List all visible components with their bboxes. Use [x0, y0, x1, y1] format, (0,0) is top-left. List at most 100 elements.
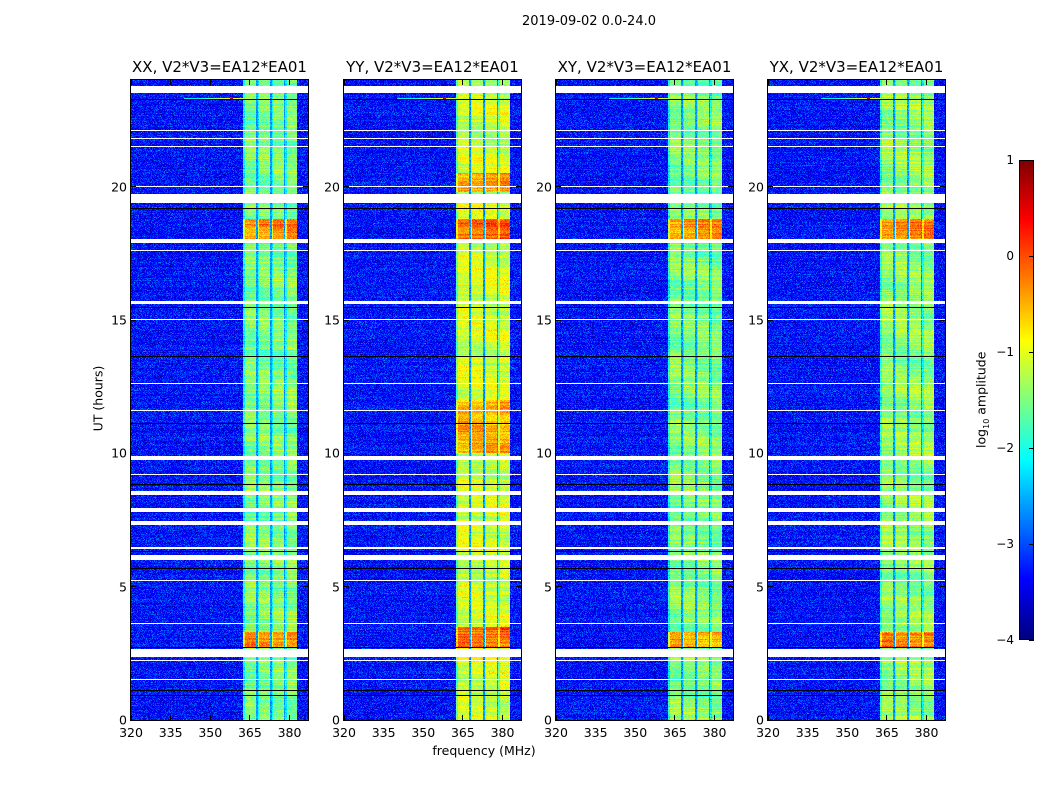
colorbar-label-log: log — [973, 428, 989, 448]
y-tick-label: 20 — [111, 179, 127, 195]
spectrogram-heatmap — [131, 80, 308, 720]
y-tick-label: 10 — [536, 445, 552, 461]
y-tick-mark — [768, 719, 773, 721]
y-tick-mark — [556, 186, 561, 188]
x-tick-mark — [846, 715, 848, 720]
figure-title: 2019-09-02 0.0-24.0 — [522, 14, 656, 29]
y-tick-label: 20 — [324, 179, 340, 195]
y-tick-mark — [344, 719, 349, 721]
y-tick-mark — [556, 586, 561, 588]
x-tick-mark — [886, 80, 888, 85]
x-tick-label: 365 — [874, 725, 899, 740]
x-tick-mark — [674, 80, 676, 85]
x-tick-mark — [170, 80, 172, 85]
x-tick-mark — [462, 80, 464, 85]
x-tick-mark — [674, 715, 676, 720]
spectrogram-panel: XY, V2*V3=EA12*EA01 0 5 10 15 20 320 335 350 365 3… — [536, 58, 734, 740]
colorbar-tick-mark — [1029, 255, 1034, 257]
panel-title: YX, V2*V3=EA12*EA01 — [769, 58, 944, 76]
y-tick-label: 15 — [324, 312, 340, 328]
y-tick-label: 10 — [111, 445, 127, 461]
y-tick-mark — [344, 452, 349, 454]
y-tick-mark — [556, 452, 561, 454]
y-tick-label: 10 — [324, 445, 340, 461]
y-tick-mark — [303, 186, 308, 188]
x-tick-label: 365 — [237, 725, 262, 740]
colorbar-label: log10 amplitude — [973, 340, 991, 460]
x-tick-mark — [130, 80, 132, 85]
y-tick-mark — [516, 452, 521, 454]
x-tick-mark — [343, 80, 345, 85]
x-tick-mark — [767, 715, 769, 720]
colorbar-tick-label: 0 — [1006, 249, 1014, 263]
y-tick-mark — [768, 452, 773, 454]
y-tick-label: 5 — [332, 579, 340, 595]
y-tick-mark — [131, 186, 136, 188]
x-tick-label: 335 — [583, 725, 608, 740]
x-tick-label: 380 — [277, 725, 302, 740]
x-tick-label: 380 — [914, 725, 939, 740]
x-tick-label: 335 — [371, 725, 396, 740]
x-tick-label: 380 — [702, 725, 727, 740]
x-tick-label: 365 — [662, 725, 687, 740]
y-tick-mark — [131, 319, 136, 321]
x-tick-mark — [130, 715, 132, 720]
x-tick-mark — [249, 80, 251, 85]
x-tick-label: 350 — [835, 725, 860, 740]
y-tick-mark — [516, 319, 521, 321]
y-tick-mark — [556, 319, 561, 321]
colorbar-tick-mark — [1029, 543, 1034, 545]
y-tick-label: 15 — [748, 312, 764, 328]
y-tick-mark — [768, 586, 773, 588]
x-tick-mark — [383, 80, 385, 85]
x-tick-mark — [249, 715, 251, 720]
x-tick-mark — [289, 80, 290, 85]
y-tick-mark — [728, 319, 733, 321]
colorbar-tick-label: −4 — [996, 633, 1014, 647]
y-tick-mark — [131, 586, 136, 588]
x-tick-mark — [555, 80, 557, 85]
y-tick-mark — [344, 586, 349, 588]
y-tick-mark — [131, 719, 136, 721]
y-tick-mark — [131, 452, 136, 454]
y-tick-label: 10 — [748, 445, 764, 461]
y-tick-mark — [768, 319, 773, 321]
y-tick-mark — [940, 319, 945, 321]
colorbar-tick-label: 1 — [1006, 153, 1014, 167]
colorbar-tick-mark — [1029, 159, 1034, 161]
y-tick-mark — [768, 186, 773, 188]
spectrogram-panel: XX, V2*V3=EA12*EA01 0 5 10 15 20 320 335 350 365 3… — [111, 58, 309, 740]
y-tick-mark — [344, 319, 349, 321]
y-tick-label: 15 — [111, 312, 127, 328]
x-tick-mark — [714, 80, 715, 85]
x-tick-mark — [807, 80, 809, 85]
x-tick-mark — [209, 80, 211, 85]
y-tick-mark — [940, 186, 945, 188]
y-tick-mark — [516, 586, 521, 588]
x-tick-mark — [502, 80, 503, 85]
x-tick-mark — [886, 715, 888, 720]
colorbar-tick-label: −2 — [996, 441, 1014, 455]
x-tick-mark — [422, 715, 424, 720]
colorbar-tick-label: −3 — [996, 537, 1014, 551]
y-tick-label: 0 — [544, 712, 552, 728]
y-tick-label: 20 — [748, 179, 764, 195]
y-tick-mark — [728, 186, 733, 188]
y-tick-label: 5 — [756, 579, 764, 595]
x-tick-mark — [289, 715, 290, 720]
x-tick-mark — [209, 715, 211, 720]
spectrogram-heatmap — [768, 80, 945, 720]
spectrogram-panel: YX, V2*V3=EA12*EA01 0 5 10 15 20 320 335 350 365 3… — [748, 58, 946, 740]
y-tick-mark — [940, 586, 945, 588]
panel-title: XY, V2*V3=EA12*EA01 — [557, 58, 732, 76]
x-tick-mark — [926, 715, 927, 720]
y-tick-label: 20 — [536, 179, 552, 195]
y-tick-mark — [303, 586, 308, 588]
x-tick-mark — [634, 715, 636, 720]
y-tick-mark — [940, 452, 945, 454]
x-tick-mark — [383, 715, 385, 720]
y-tick-mark — [303, 452, 308, 454]
x-tick-mark — [170, 715, 172, 720]
spectrogram-heatmap — [556, 80, 733, 720]
panel-title: YY, V2*V3=EA12*EA01 — [346, 58, 519, 76]
